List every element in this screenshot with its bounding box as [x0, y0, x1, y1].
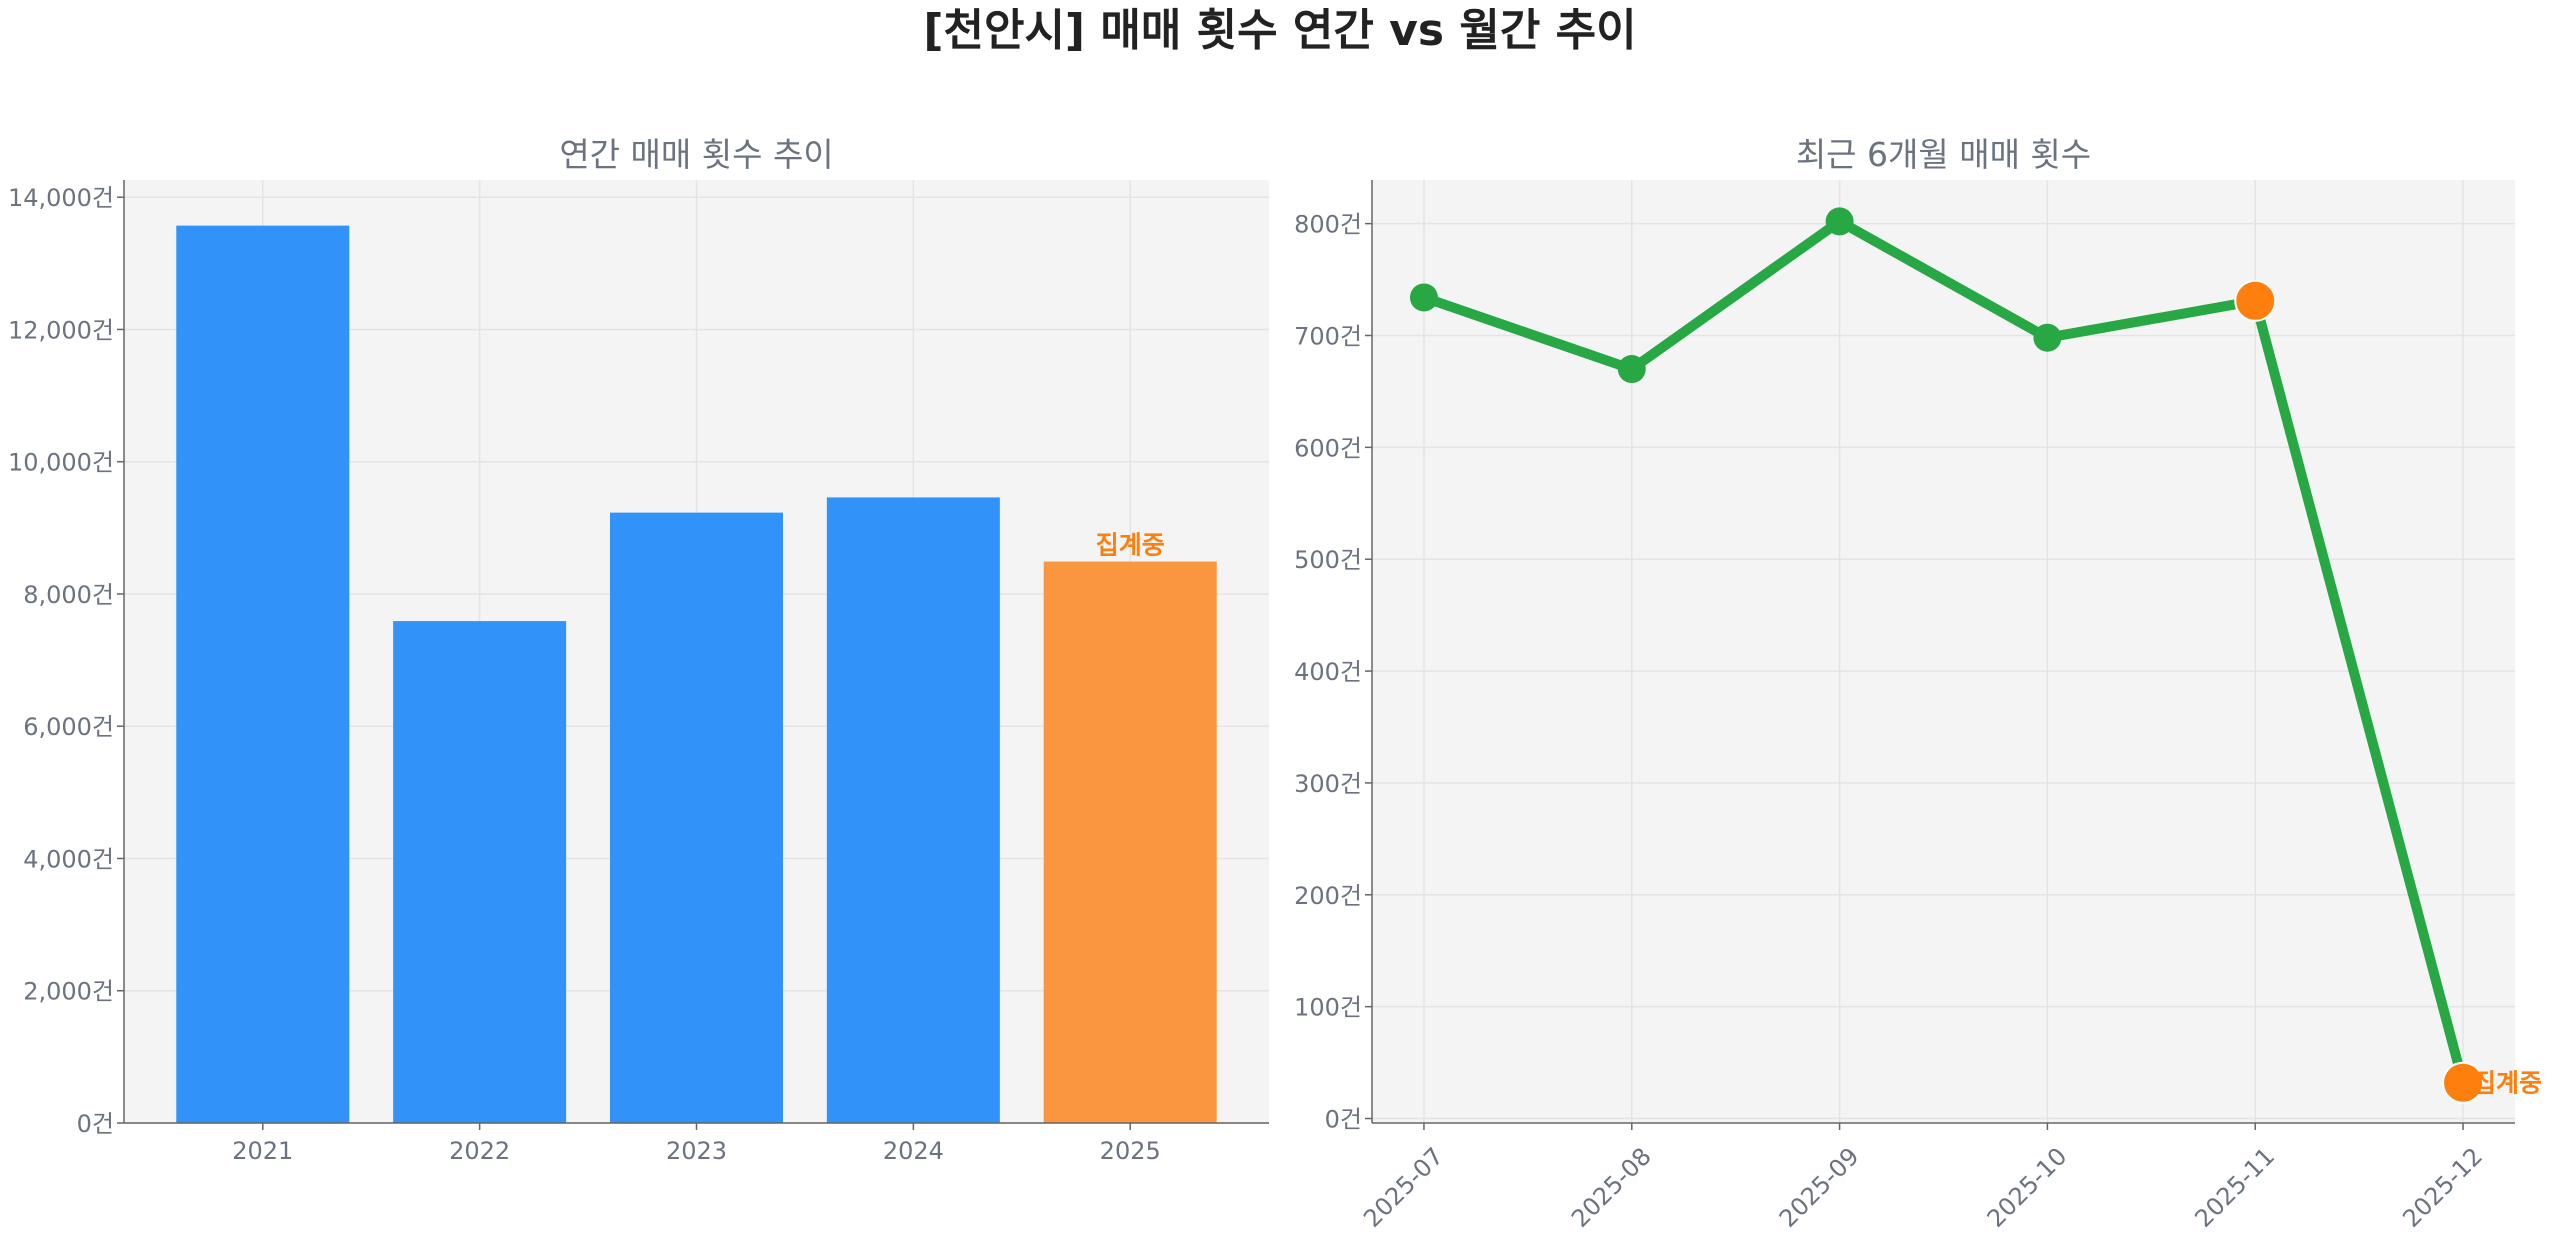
y-tick-label: 200건 [1294, 882, 1362, 910]
data-point-2025-07 [1409, 283, 1438, 312]
data-point-2025-10 [2033, 323, 2062, 352]
main-title: [천안시] 매매 횟수 연간 vs 월간 추이 [923, 5, 1637, 56]
bar-2023 [610, 512, 783, 1123]
data-point-2025-12 [2442, 1061, 2485, 1104]
y-tick-label: 14,000건 [8, 184, 114, 212]
y-tick-label: 0건 [1325, 1106, 1362, 1134]
data-point-2025-11 [2234, 279, 2277, 322]
data-point-2025-09 [1825, 207, 1854, 236]
x-tick-label: 2021 [232, 1137, 293, 1165]
x-tick-label: 2023 [666, 1137, 727, 1165]
series-line [1422, 216, 2468, 1085]
data-point-2025-08 [1617, 355, 1646, 384]
y-tick-label: 12,000건 [8, 316, 114, 344]
y-tick-label: 300건 [1294, 770, 1362, 798]
x-tick-label: 2025-10 [1982, 1142, 2073, 1233]
bar-2025 [1043, 561, 1217, 1123]
y-tick-label: 0건 [77, 1110, 114, 1138]
subplot-title: 연간 매매 횟수 추이 [559, 135, 833, 174]
y-tick-label: 2,000건 [23, 978, 114, 1006]
y-tick-label: 400건 [1294, 658, 1362, 686]
x-tick-label: 2025 [1100, 1137, 1161, 1165]
x-tick-label: 2022 [449, 1137, 510, 1165]
bar-2024 [826, 497, 1000, 1124]
y-tick-label: 800건 [1294, 211, 1362, 239]
point-annotation: 집계중 [2473, 1069, 2542, 1098]
x-tick-label: 2025-07 [1358, 1142, 1449, 1233]
y-tick-label: 700건 [1294, 322, 1362, 350]
x-tick-label: 2024 [883, 1137, 944, 1165]
x-tick-label: 2025-09 [1774, 1142, 1865, 1233]
y-tick-label: 600건 [1294, 434, 1362, 462]
bar-2021 [176, 225, 350, 1123]
x-tick-label: 2025-08 [1566, 1142, 1657, 1233]
y-tick-label: 500건 [1294, 546, 1362, 574]
subplot-title: 최근 6개월 매매 횟수 [1796, 135, 2091, 174]
x-tick-label: 2025-11 [2189, 1142, 2280, 1233]
bar-annotation: 집계중 [1096, 531, 1165, 560]
plot-area [1372, 180, 2515, 1123]
y-tick-label: 8,000건 [23, 581, 114, 609]
y-tick-label: 4,000건 [23, 845, 114, 873]
y-tick-label: 6,000건 [23, 713, 114, 741]
y-tick-label: 100건 [1294, 994, 1362, 1022]
bar-2022 [393, 621, 567, 1123]
x-tick-label: 2025-12 [2397, 1142, 2488, 1233]
y-tick-label: 10,000건 [8, 449, 114, 477]
